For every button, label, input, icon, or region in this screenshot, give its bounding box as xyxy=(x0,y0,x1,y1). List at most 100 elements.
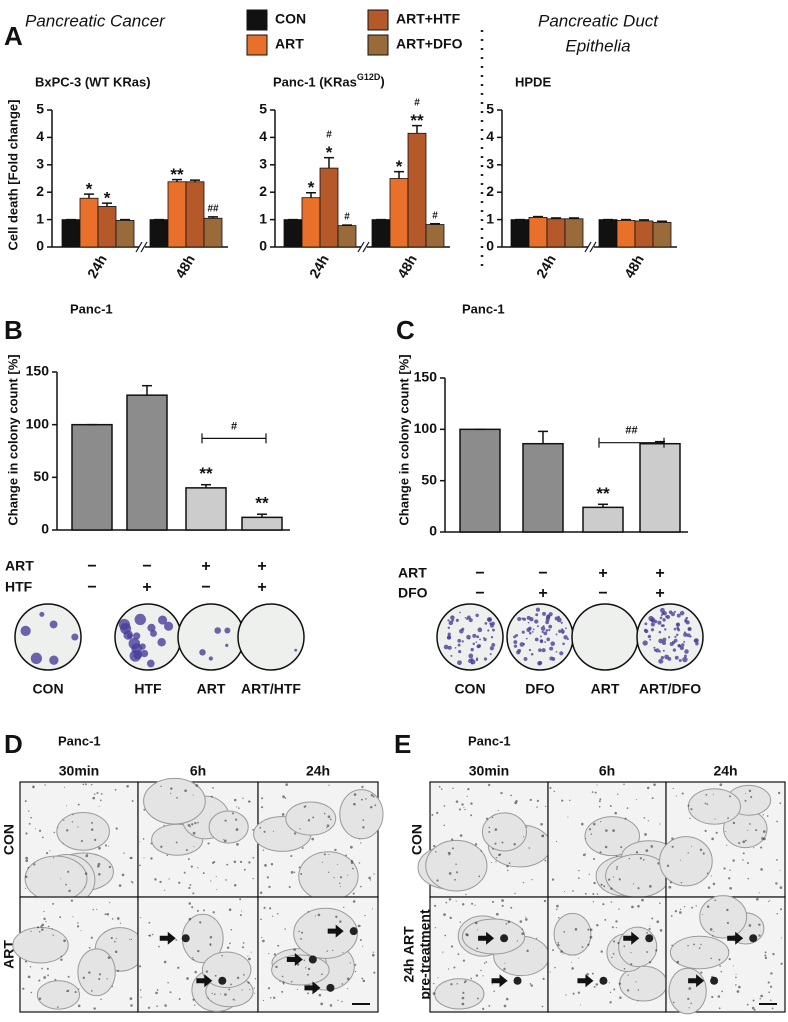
speckle xyxy=(160,845,163,848)
speckle xyxy=(41,928,44,931)
cell-outline xyxy=(24,855,88,902)
speckle xyxy=(726,844,728,846)
speckle xyxy=(627,974,629,976)
speckle xyxy=(25,856,29,860)
speckle xyxy=(178,881,181,884)
speckle xyxy=(370,793,374,797)
speckle xyxy=(239,898,242,901)
y-tick-label: 2 xyxy=(36,183,44,199)
speckle xyxy=(38,829,42,832)
speckle xyxy=(762,830,766,833)
speckle xyxy=(608,878,611,881)
speckle xyxy=(748,789,752,793)
speckle xyxy=(267,987,271,990)
speckle xyxy=(447,968,450,970)
speckle xyxy=(72,813,74,816)
colony xyxy=(146,659,155,668)
speckle xyxy=(234,999,236,1001)
speckle xyxy=(655,949,658,952)
speckle xyxy=(365,798,367,800)
speckle xyxy=(70,899,74,902)
speckle xyxy=(592,893,595,896)
speckle xyxy=(577,991,581,994)
colony xyxy=(557,615,560,619)
speckle xyxy=(758,892,760,894)
speckle xyxy=(46,967,49,970)
speckle xyxy=(281,990,284,993)
speckle xyxy=(587,943,590,946)
bar xyxy=(616,220,636,248)
speckle xyxy=(514,801,518,805)
speckle xyxy=(738,985,741,989)
speckle xyxy=(525,916,527,918)
speckle xyxy=(608,982,610,984)
speckle xyxy=(618,878,621,881)
speckle xyxy=(323,853,326,856)
speckle xyxy=(755,897,759,901)
speckle xyxy=(359,938,362,941)
speckle xyxy=(600,883,603,886)
bar xyxy=(582,506,624,533)
colony xyxy=(644,622,648,626)
speckle xyxy=(306,973,309,976)
colony xyxy=(672,648,677,652)
speckle xyxy=(571,961,573,963)
speckle xyxy=(491,862,493,864)
speckle xyxy=(630,951,632,954)
cell-outline xyxy=(12,926,69,964)
speckle xyxy=(140,916,142,919)
speckle xyxy=(254,977,257,980)
speckle xyxy=(373,873,375,875)
x-tick-label: 24h xyxy=(84,252,110,281)
speckle xyxy=(360,842,362,844)
error-bar xyxy=(394,170,404,179)
speckle xyxy=(578,869,580,872)
colony xyxy=(489,653,492,656)
speckle xyxy=(706,872,709,875)
speckle xyxy=(679,908,682,910)
speckle xyxy=(434,927,437,929)
error-bar xyxy=(551,217,561,219)
colony xyxy=(649,638,652,641)
speckle xyxy=(100,792,103,795)
speckle xyxy=(488,826,491,829)
cell-outline xyxy=(553,912,592,956)
speckle xyxy=(491,900,494,903)
speckle xyxy=(761,837,764,840)
speckle xyxy=(672,787,674,790)
speckle xyxy=(615,855,618,857)
colony-plate xyxy=(506,603,574,671)
bar xyxy=(283,219,303,248)
speckle xyxy=(111,985,114,988)
speckle xyxy=(611,926,614,929)
speckle xyxy=(361,785,364,789)
speckle xyxy=(329,1004,333,1007)
speckle xyxy=(168,878,170,880)
x-tick-label: 24h xyxy=(306,252,332,281)
speckle xyxy=(702,914,704,916)
speckle xyxy=(553,790,556,793)
speckle xyxy=(143,808,146,811)
speckle xyxy=(191,823,194,826)
speckle xyxy=(746,1003,749,1006)
colony xyxy=(476,635,480,639)
significance-mark: # xyxy=(326,129,332,140)
speckle xyxy=(156,989,159,991)
title-superscript: G12D xyxy=(357,72,381,82)
speckle xyxy=(188,886,191,890)
colony xyxy=(447,626,451,630)
colony xyxy=(655,648,660,653)
arrow xyxy=(304,981,321,995)
speckle xyxy=(495,861,497,863)
colony xyxy=(544,641,547,643)
speckle xyxy=(714,899,717,902)
speckle xyxy=(312,816,315,819)
speckle xyxy=(767,901,770,903)
colony xyxy=(664,654,670,660)
row-label: 24h ART xyxy=(401,926,417,983)
colony xyxy=(466,617,469,621)
colony xyxy=(685,620,690,625)
colony xyxy=(489,646,495,651)
speckle xyxy=(97,862,101,866)
bar xyxy=(301,197,321,248)
